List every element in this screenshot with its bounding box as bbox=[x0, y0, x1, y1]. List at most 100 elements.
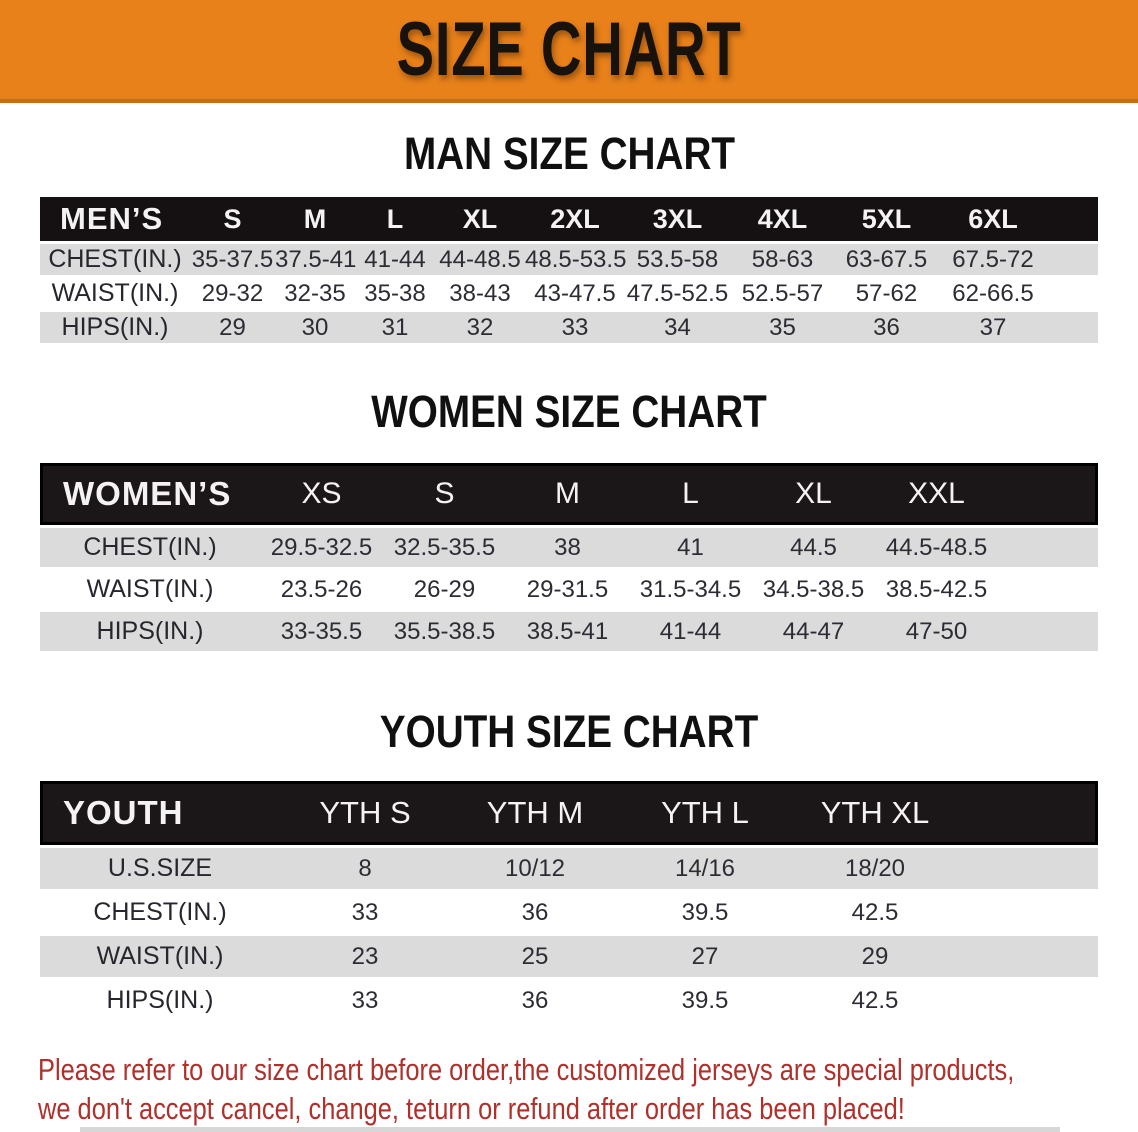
women-size-col-s: S bbox=[383, 463, 506, 525]
cell: 18/20 bbox=[790, 848, 960, 889]
youth-size-col-xl: YTH XL bbox=[790, 781, 960, 845]
women-size-col-xs: XS bbox=[260, 463, 383, 525]
men-size-col-4xl: 4XL bbox=[730, 197, 835, 241]
cell: 8 bbox=[280, 848, 450, 889]
row-label: CHEST(IN.) bbox=[40, 244, 190, 275]
cell: 52.5-57 bbox=[741, 279, 824, 307]
spacer-cell bbox=[960, 781, 1098, 845]
cell: 67.5-72 bbox=[938, 244, 1048, 275]
cell: 42.5 bbox=[851, 986, 899, 1014]
cell: 23.5-26 bbox=[280, 575, 363, 603]
cell: 36 bbox=[521, 898, 549, 926]
women-section-title: WOMEN SIZE CHART bbox=[0, 386, 1138, 438]
women-section-title-text: WOMEN SIZE CHART bbox=[371, 386, 767, 437]
size-chart-banner: SIZE CHART bbox=[0, 0, 1138, 103]
cell: 31 bbox=[355, 312, 435, 343]
cell: 47-50 bbox=[875, 612, 998, 651]
row-label: WAIST(IN.) bbox=[51, 279, 179, 307]
cell: 38.5-42.5 bbox=[885, 575, 988, 603]
cell: 29-31.5 bbox=[526, 575, 609, 603]
youth-size-table: YOUTH YTH S YTH M YTH L YTH XL U.S.SIZE … bbox=[40, 778, 1098, 1024]
women-chest-row: CHEST(IN.) 29.5-32.5 32.5-35.5 38 41 44.… bbox=[40, 528, 1098, 567]
cell: 42.5 bbox=[851, 898, 899, 926]
women-size-col-l: L bbox=[629, 463, 752, 525]
cell: 38 bbox=[506, 528, 629, 567]
spacer-cell bbox=[960, 848, 1098, 889]
youth-waist-row: WAIST(IN.) 23 25 27 29 bbox=[40, 936, 1098, 977]
cell: 44-48.5 bbox=[435, 244, 525, 275]
cell: 39.5 bbox=[681, 898, 729, 926]
cell: 32 bbox=[435, 312, 525, 343]
cell: 37 bbox=[938, 312, 1048, 343]
women-size-col-m: M bbox=[506, 463, 629, 525]
cell: 41-44 bbox=[355, 244, 435, 275]
youth-size-col-m: YTH M bbox=[450, 781, 620, 845]
cell: 10/12 bbox=[450, 848, 620, 889]
youth-size-col-l: YTH L bbox=[620, 781, 790, 845]
cell: 36 bbox=[835, 312, 938, 343]
cell: 26-29 bbox=[413, 575, 476, 603]
youth-size-col-s: YTH S bbox=[280, 781, 450, 845]
cell: 33-35.5 bbox=[260, 612, 383, 651]
youth-table-label: YOUTH bbox=[40, 781, 280, 845]
row-label: U.S.SIZE bbox=[40, 848, 280, 889]
cell: 35-37.5 bbox=[190, 244, 275, 275]
men-waist-row: WAIST(IN.) 29-32 32-35 35-38 38-43 43-47… bbox=[40, 278, 1098, 309]
cell: 29.5-32.5 bbox=[260, 528, 383, 567]
men-size-col-3xl: 3XL bbox=[625, 197, 730, 241]
cell: 34.5-38.5 bbox=[762, 575, 865, 603]
cell: 34 bbox=[625, 312, 730, 343]
youth-section-title: YOUTH SIZE CHART bbox=[0, 706, 1138, 758]
row-label: HIPS(IN.) bbox=[40, 312, 190, 343]
spacer-cell bbox=[1048, 197, 1098, 241]
cell: 33 bbox=[351, 986, 379, 1014]
cell: 23 bbox=[280, 936, 450, 977]
row-label: WAIST(IN.) bbox=[40, 936, 280, 977]
cell: 35.5-38.5 bbox=[383, 612, 506, 651]
men-chest-row: CHEST(IN.) 35-37.5 37.5-41 41-44 44-48.5… bbox=[40, 244, 1098, 275]
youth-hips-row: HIPS(IN.) 33 36 39.5 42.5 bbox=[40, 980, 1098, 1021]
row-label: HIPS(IN.) bbox=[40, 612, 260, 651]
cell: 30 bbox=[275, 312, 355, 343]
men-table-label: MEN’S bbox=[40, 197, 190, 241]
cell: 33 bbox=[525, 312, 625, 343]
cell: 48.5-53.5 bbox=[525, 244, 626, 275]
cell: 41 bbox=[629, 528, 752, 567]
spacer-cell bbox=[1048, 312, 1098, 343]
disclaimer-line-1: Please refer to our size chart before or… bbox=[38, 1052, 1015, 1087]
cell: 25 bbox=[450, 936, 620, 977]
row-label: WAIST(IN.) bbox=[86, 575, 214, 603]
spacer-cell bbox=[998, 612, 1098, 651]
row-label: CHEST(IN.) bbox=[93, 898, 227, 926]
cell: 58-63 bbox=[730, 244, 835, 275]
cell: 35-38 bbox=[364, 279, 426, 307]
cell: 38-43 bbox=[449, 279, 511, 307]
men-size-col-l: L bbox=[355, 197, 435, 241]
men-header-row: MEN’S S M L XL 2XL 3XL 4XL 5XL 6XL bbox=[40, 197, 1098, 241]
cell: 32-35 bbox=[284, 279, 346, 307]
men-size-table: MEN’S S M L XL 2XL 3XL 4XL 5XL 6XL CHEST… bbox=[40, 194, 1098, 346]
cell: 36 bbox=[521, 986, 549, 1014]
cell: 44.5 bbox=[752, 528, 875, 567]
man-section-title: MAN SIZE CHART bbox=[0, 128, 1138, 180]
cell: 38.5-41 bbox=[506, 612, 629, 651]
women-waist-row: WAIST(IN.) 23.5-26 26-29 29-31.5 31.5-34… bbox=[40, 570, 1098, 609]
row-label: CHEST(IN.) bbox=[40, 528, 260, 567]
spacer-cell bbox=[1048, 244, 1098, 275]
cell: 57-62 bbox=[855, 279, 918, 307]
women-size-table: WOMEN’S XS S M L XL XXL CHEST(IN.) 29.5-… bbox=[40, 460, 1098, 654]
spacer-cell bbox=[960, 892, 1098, 933]
women-table-label: WOMEN’S bbox=[40, 463, 260, 525]
youth-header-row: YOUTH YTH S YTH M YTH L YTH XL bbox=[40, 781, 1098, 845]
cell: 43-47.5 bbox=[534, 279, 616, 307]
men-size-col-xl: XL bbox=[435, 197, 525, 241]
cell: 39.5 bbox=[681, 986, 729, 1014]
order-disclaimer: Please refer to our size chart before or… bbox=[38, 1050, 1138, 1128]
men-size-col-2xl: 2XL bbox=[525, 197, 625, 241]
cell: 62-66.5 bbox=[952, 279, 1034, 307]
cell: 29-32 bbox=[201, 279, 264, 307]
banner-title: SIZE CHART bbox=[396, 7, 742, 92]
men-size-col-5xl: 5XL bbox=[835, 197, 938, 241]
women-hips-row: HIPS(IN.) 33-35.5 35.5-38.5 38.5-41 41-4… bbox=[40, 612, 1098, 651]
bottom-edge-strip bbox=[80, 1127, 1060, 1132]
